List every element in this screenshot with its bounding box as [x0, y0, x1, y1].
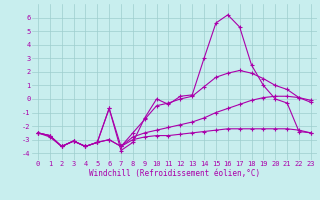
X-axis label: Windchill (Refroidissement éolien,°C): Windchill (Refroidissement éolien,°C)	[89, 169, 260, 178]
